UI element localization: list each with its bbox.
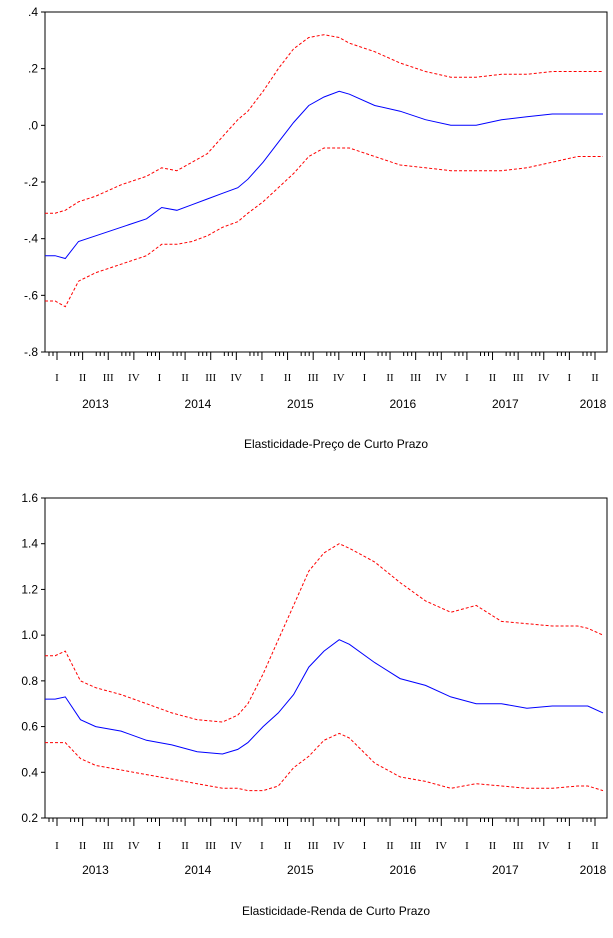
chart-2-quarter-label: IV	[538, 840, 550, 852]
chart-1-year-label: 2015	[287, 397, 314, 411]
chart-2-year-label: 2016	[390, 863, 417, 877]
chart-2-quarter-label: I	[55, 840, 59, 852]
chart-1-year-label: 2017	[492, 397, 519, 411]
chart-2-quarter-label: III	[513, 840, 524, 852]
chart-1-quarter-label: I	[55, 372, 59, 384]
chart-2-y-tick-label: 0.2	[21, 811, 38, 825]
chart-1-quarter-label: III	[513, 372, 524, 384]
chart-2-year-label: 2014	[185, 863, 212, 877]
chart-1-quarter-label: II	[489, 372, 497, 384]
chart-2-year-label: 2013	[82, 863, 109, 877]
chart-1-quarter-label: II	[591, 372, 599, 384]
chart-1-quarter-label: I	[568, 372, 572, 384]
chart-1-quarter-label: II	[284, 372, 292, 384]
chart-2-quarter-label: I	[363, 840, 367, 852]
chart-1-quarter-label: IV	[435, 372, 447, 384]
chart-1-title: Elasticidade-Preço de Curto Prazo	[244, 437, 428, 451]
chart-2-quarter-label: IV	[231, 840, 243, 852]
chart-2-y-tick-label: 1.0	[21, 628, 38, 642]
chart-2-title: Elasticidade-Renda de Curto Prazo	[242, 904, 430, 918]
chart-1-quarter-label: II	[79, 372, 87, 384]
chart-2-quarter-label: I	[260, 840, 264, 852]
chart-2-estimate-line	[45, 639, 604, 755]
chart-1-y-tick-label: -.4	[24, 232, 38, 246]
chart-2-upper-band-line	[45, 543, 604, 723]
chart-2-y-tick-label: 0.4	[21, 765, 38, 779]
chart-2-quarter-label: IV	[435, 840, 447, 852]
chart-2-quarter-label: III	[308, 840, 319, 852]
chart-1-y-tick-label: .4	[28, 5, 38, 19]
chart-1-quarter-label: IV	[538, 372, 550, 384]
chart-2-quarter-label: II	[591, 840, 599, 852]
chart-2-quarter-label: III	[103, 840, 114, 852]
chart-1-quarter-label: IV	[333, 372, 345, 384]
chart-2-quarter-label: II	[79, 840, 87, 852]
chart-2-lower-band-line	[45, 732, 604, 792]
chart-2-quarter-label: II	[489, 840, 497, 852]
chart-2-quarter-label: I	[568, 840, 572, 852]
chart-2-y-tick-label: 0.6	[21, 720, 38, 734]
chart-1-lower-band-line	[45, 147, 603, 308]
chart-1-year-label: 2016	[390, 397, 417, 411]
chart-1-quarter-label: III	[103, 372, 114, 384]
chart-1-quarter-label: IV	[128, 372, 140, 384]
chart-2-year-label: 2015	[287, 863, 314, 877]
chart-2-quarter-label: I	[158, 840, 162, 852]
chart-1-quarter-label: III	[308, 372, 319, 384]
chart-1-group: -.8-.6-.4-.2.0.2.4I II III IV I II III IV I II III…	[24, 5, 608, 451]
chart-1-year-label: 2018	[580, 397, 607, 411]
chart-1-year-label: 2013	[82, 397, 109, 411]
chart-2-quarter-label: III	[410, 840, 421, 852]
chart-1-quarter-label: II	[181, 372, 189, 384]
chart-1-year-label: 2014	[185, 397, 212, 411]
chart-1-upper-band-line	[45, 34, 603, 214]
chart-2-year-label: 2018	[580, 863, 607, 877]
chart-1-y-tick-label: .0	[28, 118, 38, 132]
chart-2-quarter-label: II	[181, 840, 189, 852]
chart-1-estimate-line	[45, 90, 603, 260]
chart-1-quarter-label: III	[205, 372, 216, 384]
chart-2-y-tick-label: 0.8	[21, 674, 38, 688]
chart-2-quarter-label: II	[386, 840, 394, 852]
chart-2-quarter-label: IV	[128, 840, 140, 852]
chart-2-quarter-label: II	[284, 840, 292, 852]
chart-2-group: 0.20.40.60.81.01.21.41.6I II III IV I II III IV…	[21, 491, 608, 918]
chart-2-quarter-label: III	[205, 840, 216, 852]
chart-1-quarter-label: I	[363, 372, 367, 384]
chart-1-y-tick-label: -.2	[24, 175, 38, 189]
chart-1-quarter-label: I	[158, 372, 162, 384]
chart-1-quarter-label: I	[465, 372, 469, 384]
chart-2-y-tick-label: 1.4	[21, 537, 38, 551]
chart-1-y-tick-label: -.6	[24, 288, 38, 302]
chart-2-year-label: 2017	[492, 863, 519, 877]
chart-1-quarter-label: IV	[231, 372, 243, 384]
chart-1-quarter-label: II	[386, 372, 394, 384]
chart-2-y-tick-label: 1.6	[21, 491, 38, 505]
chart-2-quarter-label: IV	[333, 840, 345, 852]
chart-1-quarter-label: I	[260, 372, 264, 384]
chart-1-y-tick-label: -.8	[24, 345, 38, 359]
chart-2-y-tick-label: 1.2	[21, 582, 38, 596]
chart-1-y-tick-label: .2	[28, 62, 38, 76]
chart-2-plot-frame	[44, 497, 608, 819]
chart-2-quarter-label: I	[465, 840, 469, 852]
chart-1-quarter-label: III	[410, 372, 421, 384]
